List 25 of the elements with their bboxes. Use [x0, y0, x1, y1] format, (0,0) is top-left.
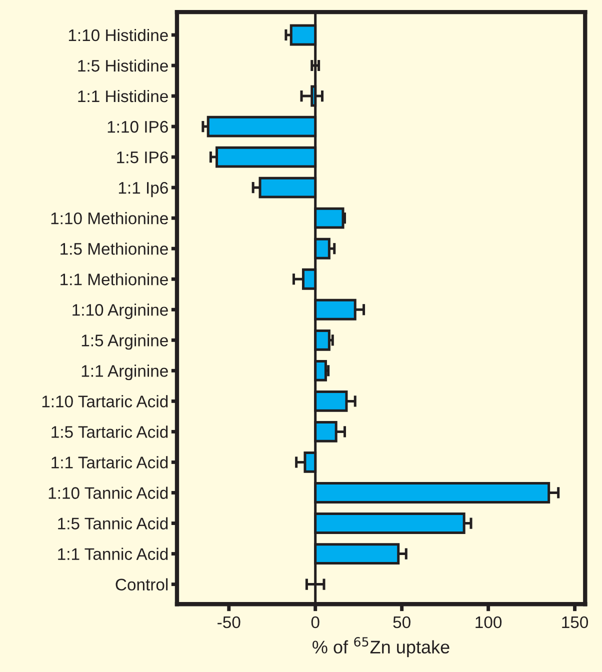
y-tick-label: 1:5 Histidine: [78, 59, 168, 72]
y-tick-label: 1:10 Methionine: [51, 212, 168, 224]
x-axis-title: % of $^{65}$Zn uptake: [312, 637, 450, 658]
y-tick-label: 1:10 Histidine: [68, 28, 168, 42]
y-tick-label: 1:5 Tannic Acid: [58, 517, 168, 530]
x-tick-label: 150: [562, 616, 588, 628]
y-tick-label: 1:5 Tartaric Acid: [52, 426, 168, 438]
y-tick-label: 1:1 Ip6: [118, 182, 168, 198]
y-tick-label: 1:1 Histidine: [78, 90, 168, 102]
x-tick-label: 100: [476, 616, 502, 628]
y-tick-label: 1:10 Tartaric Acid: [42, 395, 168, 408]
y-tick-label: 1:5 Methionine: [60, 242, 168, 255]
y-tick-label: 1:10 IP6: [108, 120, 168, 133]
y-tick-label: 1:1 Tartaric Acid: [52, 456, 168, 468]
y-tick-label: 1:10 Tannic Acid: [48, 486, 168, 499]
y-tick-label: Control: [116, 578, 168, 590]
y-tick-label: 1:10 Arginine: [72, 304, 168, 320]
x-tick-label: -50: [218, 616, 240, 628]
y-tick-label: 1:1 Arginine: [82, 364, 168, 380]
y-tick-label: 1:1 Methionine: [60, 273, 168, 286]
y-tick-label: 1:5 Arginine: [82, 334, 168, 350]
y-tick-label: 1:1 Tannic Acid: [58, 548, 168, 560]
x-tick-label: 50: [393, 616, 410, 628]
x-tick-label: 0: [311, 616, 320, 628]
y-tick-label: 1:5 IP6: [117, 151, 168, 164]
